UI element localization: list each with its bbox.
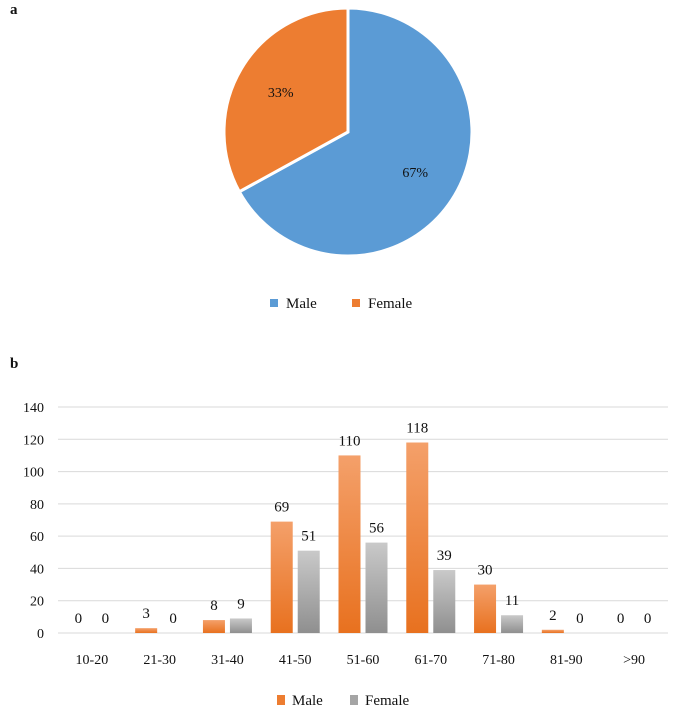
y-tick-label: 20	[30, 595, 44, 610]
bar-data-label-male: 3	[142, 606, 150, 622]
y-tick-label: 140	[23, 401, 44, 416]
x-tick-label: 71-80	[482, 653, 515, 668]
x-tick-label: 51-60	[347, 653, 380, 668]
bar-legend-swatch-male	[277, 695, 285, 705]
bar-male-21-30	[135, 628, 158, 633]
pie-slice-female	[222, 6, 350, 194]
bar-data-label-female: 39	[437, 548, 452, 564]
bar-data-label-female: 11	[505, 593, 519, 609]
bar-legend-swatch-female	[350, 695, 358, 705]
bar-data-label-male: 2	[549, 608, 557, 624]
y-tick-label: 0	[37, 627, 44, 642]
y-tick-label: 120	[23, 433, 44, 448]
bar-female-41-50	[297, 550, 320, 633]
x-tick-label: 21-30	[143, 653, 176, 668]
bar-legend-label-male: Male	[292, 693, 323, 709]
y-tick-label: 40	[30, 562, 44, 577]
x-tick-label: >90	[623, 653, 645, 668]
x-tick-label: 81-90	[550, 653, 583, 668]
pie-legend-label-male: Male	[286, 296, 317, 312]
bar-data-label-male: 0	[617, 611, 625, 627]
bar-male-61-70	[406, 442, 429, 633]
bar-male-71-80	[474, 584, 497, 633]
bar-data-label-male: 30	[478, 563, 493, 579]
x-tick-label: 61-70	[414, 653, 447, 668]
bar-data-label-male: 118	[406, 421, 428, 437]
pie-legend-swatch-female	[352, 299, 360, 307]
bar-legend-label-female: Female	[365, 693, 409, 709]
bar-data-label-male: 69	[274, 500, 289, 516]
pie-legend-label-female: Female	[368, 296, 412, 312]
bar-female-51-60	[365, 542, 388, 633]
x-tick-label: 41-50	[279, 653, 312, 668]
pie-chart: 67% 33%	[222, 6, 474, 258]
bar-data-label-female: 0	[169, 611, 177, 627]
bar-female-61-70	[433, 570, 456, 633]
y-tick-label: 60	[30, 530, 44, 545]
bar-data-label-male: 8	[210, 598, 218, 614]
x-tick-label: 10-20	[76, 653, 109, 668]
pie-slice-male	[237, 6, 474, 258]
x-tick-label: 31-40	[211, 653, 244, 668]
pie-data-label-male: 67%	[402, 166, 428, 181]
bar-female-31-40	[229, 618, 252, 633]
bar-data-label-male: 0	[75, 611, 83, 627]
bar-male-51-60	[338, 455, 361, 633]
bar-male-41-50	[270, 521, 293, 633]
panel-label-b: b	[10, 356, 19, 372]
y-tick-label: 80	[30, 498, 44, 513]
bar-legend: Male Female	[277, 693, 409, 709]
pie-data-label-female: 33%	[268, 86, 294, 101]
pie-legend: Male Female	[270, 296, 412, 312]
bar-male-31-40	[202, 620, 225, 633]
bar-male-81-90	[541, 629, 564, 633]
bar-female-71-80	[501, 615, 524, 633]
bar-data-label-female: 56	[369, 521, 385, 537]
y-tick-label: 100	[23, 466, 44, 481]
panel-label-a: a	[10, 2, 18, 18]
bar-data-label-female: 0	[576, 611, 584, 627]
pie-legend-swatch-male	[270, 299, 278, 307]
bar-data-label-male: 110	[339, 433, 361, 449]
bar-data-label-female: 0	[102, 611, 110, 627]
bar-data-label-female: 0	[644, 611, 652, 627]
bar-data-label-female: 9	[237, 596, 245, 612]
bar-data-label-female: 51	[301, 529, 316, 545]
